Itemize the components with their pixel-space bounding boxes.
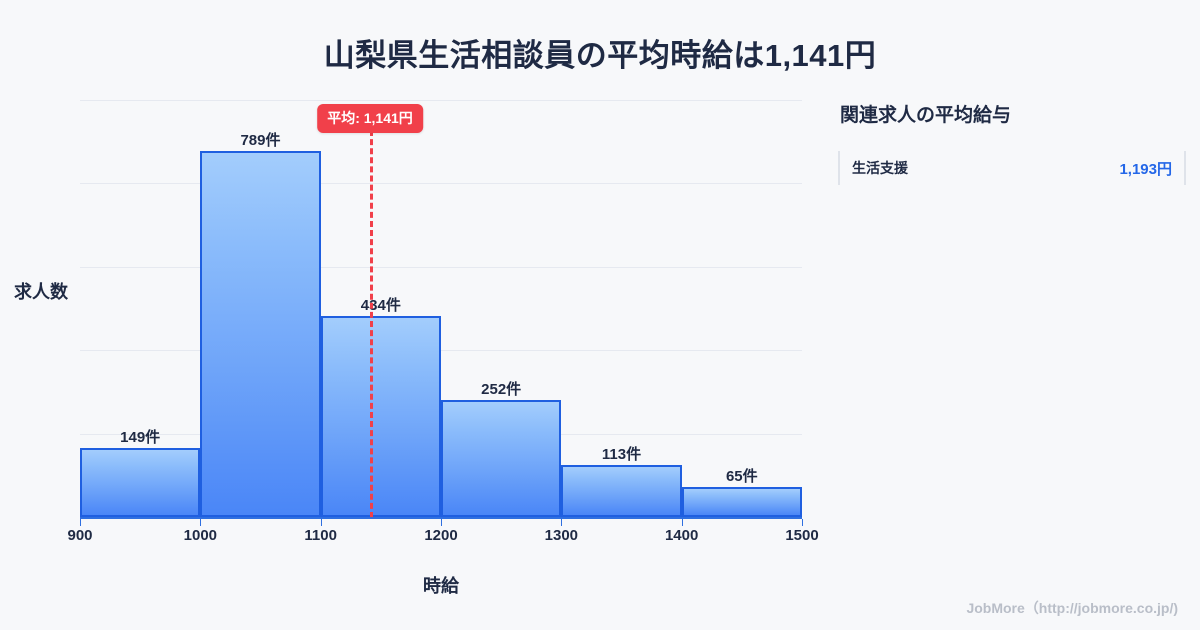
x-axis-tick [80,519,81,526]
y-axis-label: 求人数 [14,282,68,302]
histogram-bar[interactable] [200,151,321,517]
job-category-label: 生活支援 [837,151,1017,185]
gridline [80,350,802,351]
histogram-bar[interactable] [320,315,441,517]
x-axis-tick-label: 1200 [424,527,458,544]
x-axis-line [80,517,802,519]
watermark: JobMore（http://jobmore.co.jp/) [966,600,1178,616]
histogram-bar[interactable] [80,447,201,517]
bar-value-label: 113件 [601,445,642,463]
related-salary-panel: 関連求人の平均給与 生活支援 1,193円 [837,100,1186,185]
average-salary-value: 1,193円 [1016,151,1186,185]
x-axis-tick-label: 1400 [664,527,699,544]
average-line [370,130,373,518]
page-title: 山梨県生活相談員の平均時給は1,141円 [323,38,877,73]
gridline [80,267,802,268]
x-axis-tick [561,519,562,526]
x-axis-tick [441,519,442,526]
x-axis-tick-label: 1100 [304,527,337,544]
x-axis-tick [321,519,322,526]
bar-value-label: 434件 [360,296,401,314]
bar-value-label: 65件 [725,467,758,485]
histogram-chart: 149件 789件 434件 252件 113件 65件 平均: 1,141円 900 10… [14,100,819,596]
x-axis-tick [802,519,803,526]
related-salary-table: 生活支援 1,193円 [837,151,1186,185]
x-axis-tick-label: 1500 [785,527,819,544]
x-axis-tick-label: 900 [67,527,93,544]
panel-heading: 関連求人の平均給与 [840,105,1012,126]
bar-value-label: 149件 [120,428,161,446]
bar-value-label: 252件 [481,381,522,399]
histogram-bar[interactable] [561,464,682,517]
histogram-bar[interactable] [681,486,802,517]
x-axis-label: 時給 [423,576,459,596]
bar-value-label: 789件 [240,132,281,150]
x-axis-tick [682,519,683,526]
gridline [80,100,802,101]
gridline [80,183,802,184]
x-axis-tick-label: 1000 [183,527,218,544]
x-axis-tick-label: 1300 [544,527,579,544]
x-axis-tick [200,519,201,526]
average-badge: 平均: 1,141円 [317,104,423,133]
table-row[interactable]: 生活支援 1,193円 [837,151,1186,185]
histogram-bar[interactable] [441,400,562,517]
